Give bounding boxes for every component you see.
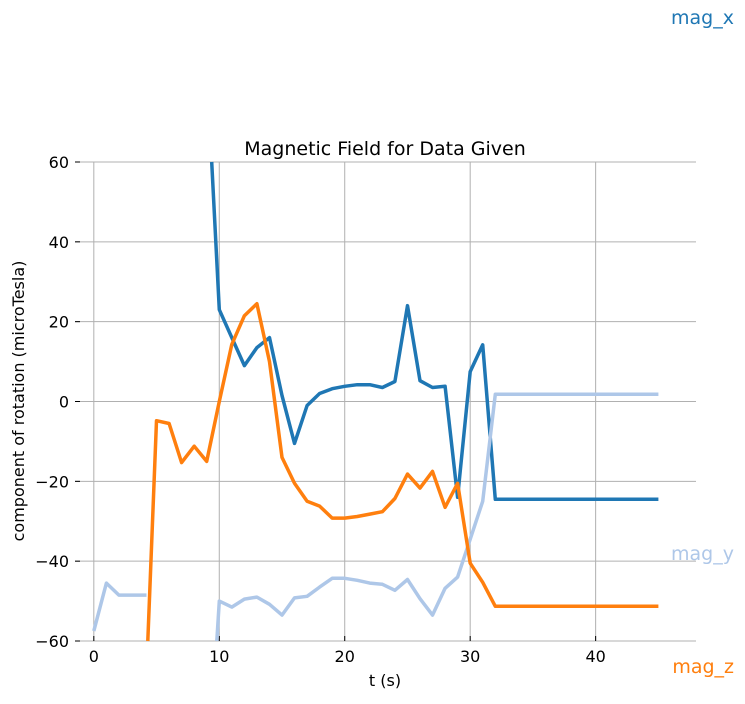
y-tick-label: −60 <box>35 632 69 651</box>
x-tick-label: 40 <box>585 647 605 666</box>
series-line-mag-x <box>209 161 659 502</box>
y-tick-label: −20 <box>35 472 69 491</box>
y-tick-label: 0 <box>59 393 69 412</box>
grid <box>75 161 696 642</box>
axes: 0 10 20 30 40 −60 −40 −20 0 20 40 60 <box>35 153 606 666</box>
y-tick-label: 20 <box>49 313 69 332</box>
series-line-mag-y <box>92 392 659 642</box>
x-tick-label: 0 <box>89 647 99 666</box>
chart-title: Magnetic Field for Data Given <box>244 138 525 160</box>
x-tick-label: 20 <box>335 647 355 666</box>
y-tick-label: 40 <box>49 233 69 252</box>
labels: Magnetic Field for Data Given t (s) comp… <box>9 138 526 690</box>
x-axis-label: t (s) <box>369 671 401 690</box>
legend-label-mag-z: mag_z <box>672 656 734 678</box>
x-tick-label: 30 <box>460 647 480 666</box>
y-tick-label: −40 <box>35 552 69 571</box>
series-lines <box>92 161 659 642</box>
legend-label-mag-y: mag_y <box>671 543 734 565</box>
legend-label-mag-x: mag_x <box>671 7 734 29</box>
y-axis-label: component of rotation (microTesla) <box>9 261 28 542</box>
series-line-mag-z <box>146 301 659 642</box>
y-tick-label: 60 <box>49 153 69 172</box>
x-tick-label: 10 <box>209 647 229 666</box>
legend: mag_x mag_y mag_z <box>671 7 734 678</box>
